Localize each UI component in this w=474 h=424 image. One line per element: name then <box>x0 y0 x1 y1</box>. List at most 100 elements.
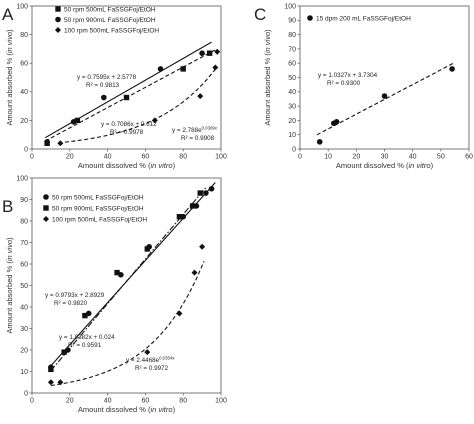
data-point <box>197 93 204 100</box>
trendline-r-squared: R² = 0.9978 <box>110 129 144 136</box>
data-point <box>144 349 151 356</box>
y-tick-label: 50 <box>20 283 28 290</box>
trendline-3 <box>58 66 218 144</box>
y-axis-label: Amount absorbed % (in vivo) <box>263 29 272 126</box>
data-point <box>101 94 107 101</box>
x-tick-label: 0 <box>298 154 302 161</box>
trendline-equation: y = 2.788e0.0309x <box>172 125 218 134</box>
x-tick-label: 20 <box>66 154 74 161</box>
x-tick-label: 20 <box>66 398 74 405</box>
legend-marker <box>55 6 61 12</box>
panel-label: B <box>2 197 13 216</box>
legend-label: 50 rpm 500mL FaSSGFoj/EtOH <box>64 6 156 13</box>
legend-marker <box>43 205 49 211</box>
trendline-r-squared: R² = 0.9972 <box>135 365 169 372</box>
x-tick-label: 30 <box>381 154 389 161</box>
x-tick-label: 80 <box>179 398 187 405</box>
y-tick-label: 100 <box>284 3 296 10</box>
data-point <box>189 203 196 209</box>
legend-marker <box>43 194 49 200</box>
trendline-r-squared: R² = 0.9591 <box>68 342 102 349</box>
y-tick-label: 30 <box>288 104 296 111</box>
data-point <box>206 50 213 56</box>
y-tick-label: 70 <box>288 46 296 53</box>
trendline-equation: y = 0.9793x + 2.8929 <box>45 292 105 299</box>
y-tick-label: 90 <box>288 18 296 25</box>
data-point <box>70 119 77 125</box>
x-tick-label: 10 <box>324 154 332 161</box>
x-axis-label: Amount dissolved % (in vitro) <box>336 161 434 170</box>
y-tick-label: 100 <box>16 3 28 10</box>
legend-label: 50 rpm 500mL FaSSGFoj/EtOH <box>52 194 144 201</box>
y-tick-label: 30 <box>20 326 28 333</box>
x-tick-label: 0 <box>30 154 34 161</box>
x-tick-label: 100 <box>215 154 227 161</box>
y-tick-label: 100 <box>16 175 28 182</box>
data-point <box>47 379 54 386</box>
x-tick-label: 40 <box>104 154 112 161</box>
x-tick-label: 60 <box>142 154 150 161</box>
data-point <box>449 66 455 72</box>
legend-label: 50 rpm 900mL FaSSGFoj/EtOH <box>64 17 156 24</box>
y-tick-label: 80 <box>20 32 28 39</box>
y-tick-label: 60 <box>20 261 28 268</box>
data-point <box>82 312 88 319</box>
x-axis-label: Amount dissolved % (in vitro) <box>78 161 176 170</box>
legend-marker <box>43 216 49 222</box>
trendline-equation: y = 2.4468e0.0354x <box>126 355 175 364</box>
x-axis-label: Amount dissolved % (in vitro) <box>78 405 176 414</box>
trendline-r-squared: R² = 0.9908 <box>181 135 215 142</box>
trendline-3 <box>50 260 205 387</box>
y-tick-label: 0 <box>24 390 28 397</box>
data-point <box>114 269 120 276</box>
x-tick-label: 80 <box>179 154 187 161</box>
data-point <box>176 214 183 220</box>
y-axis-label: Amount absorbed % (in vivo) <box>5 29 14 126</box>
x-tick-label: 20 <box>352 154 360 161</box>
data-point <box>212 64 219 71</box>
data-point <box>180 66 186 72</box>
data-point <box>151 117 158 124</box>
y-tick-label: 80 <box>288 32 296 39</box>
data-point <box>203 190 209 196</box>
x-tick-label: 40 <box>409 154 417 161</box>
trendline-r-squared: R² = 0.9813 <box>86 82 120 89</box>
data-point <box>144 246 150 252</box>
x-tick-label: 100 <box>215 398 227 405</box>
data-point <box>176 310 183 317</box>
y-tick-label: 0 <box>292 146 296 153</box>
trendline-equation: y = 1.0327x + 3.7304 <box>318 72 378 79</box>
panel-c-chart: C 0 10 20 30 40 50 60 0 10 20 30 40 50 60 70 80 90 100 Amou… <box>254 3 473 170</box>
data-point <box>208 185 215 192</box>
data-point <box>199 50 205 56</box>
y-tick-label: 20 <box>20 347 28 354</box>
legend-marker <box>307 15 313 21</box>
x-tick-label: 60 <box>142 398 150 405</box>
y-axis-label: Amount absorbed % (in vivo) <box>5 237 14 334</box>
data-point <box>44 139 50 145</box>
data-point <box>199 243 206 250</box>
data-point <box>333 119 340 125</box>
y-tick-label: 40 <box>288 89 296 96</box>
y-tick-label: 50 <box>288 75 296 82</box>
y-tick-label: 90 <box>20 197 28 204</box>
data-point <box>191 269 198 276</box>
x-tick-label: 50 <box>437 154 445 161</box>
trendline-equation: y = 0.7086x + 0.612 <box>101 121 157 128</box>
x-tick-label: 40 <box>104 398 112 405</box>
y-tick-label: 20 <box>288 118 296 125</box>
data-point <box>157 66 164 72</box>
trendline-r-squared: R² = 0.9300 <box>327 80 361 87</box>
legend-label: 100 rpm 500mL FaSSGFoj/EtOH <box>52 216 147 223</box>
trendline-equation: y = 1.0382x + 0.024 <box>59 334 115 341</box>
panel-label: A <box>2 5 14 24</box>
x-tick-label: 60 <box>465 154 473 161</box>
data-point <box>48 366 54 373</box>
panel-label: C <box>254 5 266 24</box>
x-tick-label: 0 <box>30 398 34 405</box>
data-point <box>214 48 221 55</box>
y-tick-label: 20 <box>20 118 28 125</box>
y-tick-label: 60 <box>288 61 296 68</box>
data-point <box>61 349 67 355</box>
